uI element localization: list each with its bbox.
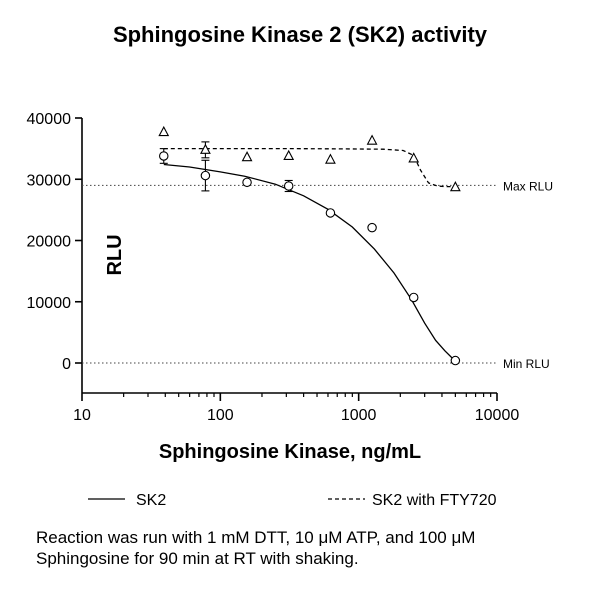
chart-title: Sphingosine Kinase 2 (SK2) activity <box>112 22 488 47</box>
data-point-circle <box>450 355 461 366</box>
data-point-triangle <box>366 134 378 145</box>
reference-line-label: Min RLU <box>503 357 550 371</box>
data-point-circle <box>283 181 294 191</box>
caption-line-1: Reaction was run with 1 mM DTT, 10 μM AT… <box>36 528 476 547</box>
legend-label: SK2 <box>136 492 166 509</box>
fit-curve <box>163 163 456 362</box>
y-tick-label: 40000 <box>27 111 72 128</box>
fit-curve <box>163 147 456 188</box>
reference-line-label: Max RLU <box>503 179 553 193</box>
data-point-circle <box>242 177 252 188</box>
data-point-circle <box>408 292 419 303</box>
chart-axes: 0 10000 20000 30000 40000 10 100 1000 10000 <box>27 111 520 424</box>
data-point-circle <box>367 222 377 233</box>
data-point-triangle <box>241 151 253 162</box>
caption-line-2: Sphingosine for 90 min at RT with shakin… <box>36 549 359 568</box>
chart-plot: 0 10000 20000 30000 40000 10 100 1000 10000 Max … <box>27 111 554 509</box>
reference-lines: Max RLU Min RLU <box>82 179 553 371</box>
data-point-triangle <box>325 153 336 164</box>
y-tick-label: 10000 <box>27 295 72 312</box>
data-point-triangle <box>408 152 420 163</box>
data-point-circle <box>159 151 169 161</box>
y-tick-label: 0 <box>62 356 71 373</box>
legend: SK2 SK2 with FTY720 <box>88 492 497 509</box>
data-point-circle <box>200 170 211 181</box>
legend-label: SK2 with FTY720 <box>372 492 497 509</box>
data-point-triangle <box>199 143 211 154</box>
y-tick-label: 30000 <box>27 172 72 189</box>
axis-labels: RLU Sphingosine Kinase, ng/mL <box>104 234 421 463</box>
data-point-triangle <box>158 125 170 137</box>
fit-curves <box>163 147 456 362</box>
x-axis-label: Sphingosine Kinase, ng/mL <box>159 441 421 463</box>
data-points <box>158 125 461 366</box>
y-tick-label: 20000 <box>27 234 72 251</box>
x-tick-label: 10000 <box>475 407 520 424</box>
data-point-circle <box>325 208 336 218</box>
caption: Reaction was run with 1 mM DTT, 10 μM AT… <box>36 527 596 569</box>
data-point-triangle <box>283 149 295 161</box>
x-tick-label: 1000 <box>341 407 377 424</box>
x-tick-label: 100 <box>207 407 234 424</box>
data-point-triangle <box>449 181 461 192</box>
y-axis-label: RLU <box>104 234 126 275</box>
x-tick-label: 10 <box>73 407 91 424</box>
